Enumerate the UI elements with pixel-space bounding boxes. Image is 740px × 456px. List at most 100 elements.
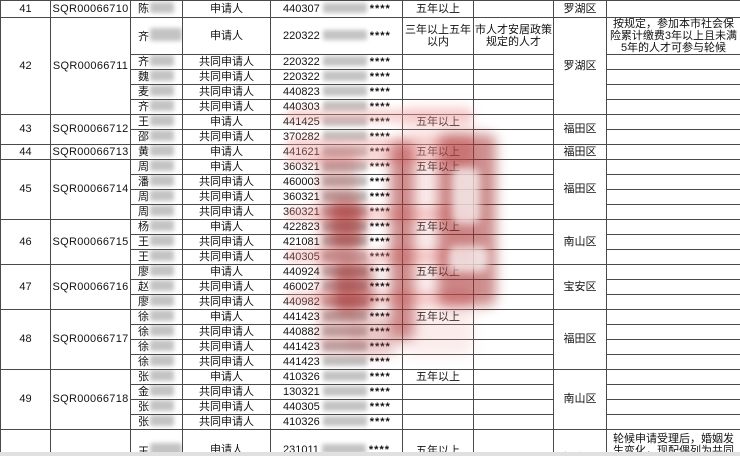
district-cell: 福田区 bbox=[553, 309, 607, 370]
id-mask-asterisks: **** bbox=[369, 340, 391, 353]
member-row: 44 SQR00066713 黄 申请人 441621 **** 五年以上 福田区 bbox=[0, 144, 740, 160]
insurance-years-cell bbox=[402, 414, 474, 430]
applicant-name-cell: 张 bbox=[130, 414, 183, 430]
id-number-cell: 440305 **** bbox=[270, 399, 403, 415]
applicant-type-cell: 共同申请人 bbox=[182, 294, 271, 310]
talent-category-cell: 市人才安居政策规定的人才 bbox=[473, 17, 554, 55]
id-prefix: 440982 bbox=[283, 295, 320, 308]
id-prefix: 441425 bbox=[283, 115, 320, 128]
insurance-years-cell: 五年以上 bbox=[402, 114, 474, 130]
district-cell: 罗湖区 bbox=[553, 17, 607, 115]
id-mask-asterisks: **** bbox=[369, 385, 391, 398]
id-prefix: 421081 bbox=[283, 235, 320, 248]
remark-cell bbox=[606, 309, 740, 325]
applicant-name-cell: 周 bbox=[130, 189, 183, 205]
id-prefix: 441423 bbox=[283, 340, 320, 353]
name-first-char: 黄 bbox=[138, 146, 149, 158]
name-first-char: 赵 bbox=[138, 281, 149, 293]
applicant-name-cell: 黄 bbox=[130, 144, 183, 160]
application-id-cell: SQR00066715 bbox=[50, 219, 131, 265]
id-mask-asterisks: **** bbox=[369, 295, 391, 308]
talent-category-cell bbox=[473, 159, 554, 175]
id-number-cell: 421081 **** bbox=[270, 234, 403, 250]
name-redaction-blur bbox=[150, 385, 174, 396]
applicant-type-cell: 共同申请人 bbox=[182, 399, 271, 415]
row-number-cell: 49 bbox=[0, 369, 51, 430]
applicant-type-cell: 共同申请人 bbox=[182, 204, 271, 220]
member-row: 42 SQR00066711 齐 申请人 220322 **** 三年以上五年以内 市人才安居… bbox=[0, 17, 740, 115]
row-number-cell: 43 bbox=[0, 114, 51, 145]
remark-cell bbox=[606, 279, 740, 295]
talent-category-cell bbox=[473, 279, 554, 295]
talent-category-cell bbox=[473, 354, 554, 370]
id-redaction-blur bbox=[322, 325, 367, 336]
id-prefix: 460027 bbox=[283, 280, 320, 293]
row-number-cell: 44 bbox=[0, 144, 51, 160]
id-prefix: 440882 bbox=[283, 325, 320, 338]
insurance-years-cell: 五年以上 bbox=[402, 369, 474, 385]
id-redaction-blur bbox=[322, 235, 367, 246]
name-redaction-blur bbox=[150, 370, 174, 381]
talent-category-cell bbox=[473, 114, 554, 130]
name-first-char: 张 bbox=[138, 401, 149, 413]
remark-cell bbox=[606, 249, 740, 265]
talent-category-cell bbox=[473, 54, 554, 70]
id-mask-asterisks: **** bbox=[369, 265, 391, 278]
remark-cell bbox=[606, 69, 740, 85]
id-mask-asterisks: **** bbox=[369, 250, 391, 263]
id-number-cell: 441621 **** bbox=[270, 144, 403, 160]
talent-category-cell bbox=[473, 339, 554, 355]
remark-cell bbox=[606, 354, 740, 370]
member-row: 张 共同申请人 410326 **** bbox=[1, 414, 740, 430]
name-redaction-blur bbox=[150, 85, 174, 96]
insurance-years-cell bbox=[402, 69, 474, 85]
remark-cell bbox=[606, 129, 740, 145]
application-id-cell: SQR00066711 bbox=[50, 17, 131, 115]
id-number-cell: 440307 **** bbox=[270, 0, 403, 18]
applicant-name-cell: 王 bbox=[130, 114, 183, 130]
applicant-name-cell: 杨 bbox=[130, 219, 183, 235]
id-prefix: 220322 bbox=[283, 55, 320, 68]
id-number-cell: 440823 **** bbox=[270, 84, 403, 100]
name-redaction-blur bbox=[150, 130, 174, 141]
id-prefix: 440305 bbox=[283, 250, 320, 263]
id-number-cell: 360321 **** bbox=[270, 159, 403, 175]
id-mask-asterisks: **** bbox=[369, 160, 391, 173]
district-cell: 福田区 bbox=[553, 114, 607, 145]
applicant-type-cell: 申请人 bbox=[182, 144, 271, 160]
applicant-name-cell: 张 bbox=[130, 369, 183, 385]
insurance-years-cell bbox=[402, 384, 474, 400]
district-cell: 福田区 bbox=[553, 159, 607, 220]
applicant-type-cell: 共同申请人 bbox=[182, 249, 271, 265]
id-prefix: 422823 bbox=[283, 220, 320, 233]
id-mask-asterisks: **** bbox=[369, 145, 391, 158]
id-number-cell: 440982 **** bbox=[270, 294, 403, 310]
applicant-type-cell: 共同申请人 bbox=[182, 84, 271, 100]
name-first-char: 陈 bbox=[138, 3, 149, 15]
member-row: 齐 共同申请人 440303 **** bbox=[1, 99, 740, 115]
insurance-years-cell bbox=[402, 234, 474, 250]
member-row: 47 SQR00066716 廖 申请人 440924 **** 五年以上 宝安区 bbox=[0, 264, 740, 310]
talent-category-cell bbox=[473, 384, 554, 400]
id-redaction-blur bbox=[322, 280, 367, 291]
name-first-char: 王 bbox=[138, 445, 149, 456]
row-number-cell: 47 bbox=[0, 264, 51, 310]
id-prefix: 440823 bbox=[283, 85, 320, 98]
applicant-name-cell: 廖 bbox=[130, 264, 183, 280]
id-mask-asterisks: **** bbox=[369, 220, 391, 233]
row-number-cell: 41 bbox=[0, 0, 51, 18]
row-number-cell: 42 bbox=[0, 17, 51, 115]
id-redaction-blur bbox=[322, 100, 367, 111]
name-redaction-blur bbox=[150, 205, 174, 216]
id-prefix: 360321 bbox=[283, 160, 320, 173]
talent-category-cell bbox=[473, 69, 554, 85]
district-cell: 南山区 bbox=[553, 369, 607, 430]
applicant-type-cell: 共同申请人 bbox=[182, 69, 271, 85]
id-prefix: 370282 bbox=[283, 130, 320, 143]
applicant-type-cell: 共同申请人 bbox=[182, 174, 271, 190]
remark-cell bbox=[606, 0, 740, 18]
talent-category-cell bbox=[473, 309, 554, 325]
id-redaction-blur bbox=[322, 250, 367, 261]
id-redaction-blur bbox=[322, 145, 367, 156]
insurance-years-cell bbox=[402, 99, 474, 115]
